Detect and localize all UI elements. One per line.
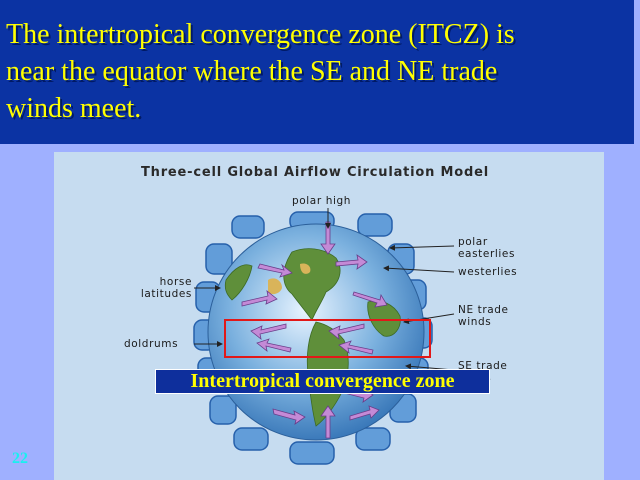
- diagram-title: Three-cell Global Airflow Circulation Mo…: [141, 165, 489, 180]
- continents: [224, 248, 401, 427]
- slide-title: The intertropical convergence zone (ITCZ…: [6, 19, 515, 124]
- label-polar-easterlies: polar easterlies: [458, 236, 516, 260]
- leader-lines: [194, 208, 455, 371]
- title-band: The intertropical convergence zone (ITCZ…: [0, 0, 634, 144]
- slide-number: 22: [12, 450, 28, 467]
- itcz-highlight-box: [224, 319, 431, 358]
- itcz-label: Intertropical convergence zone: [155, 369, 490, 394]
- airflow-diagram: Three-cell Global Airflow Circulation Mo…: [54, 152, 604, 480]
- label-ne-trade-winds: NE trade winds: [458, 304, 509, 328]
- label-horse-latitudes: horse latitudes: [140, 276, 192, 300]
- label-polar-high: polar high: [292, 195, 351, 207]
- label-westerlies: westerlies: [458, 266, 518, 278]
- label-doldrums: doldrums: [124, 338, 179, 350]
